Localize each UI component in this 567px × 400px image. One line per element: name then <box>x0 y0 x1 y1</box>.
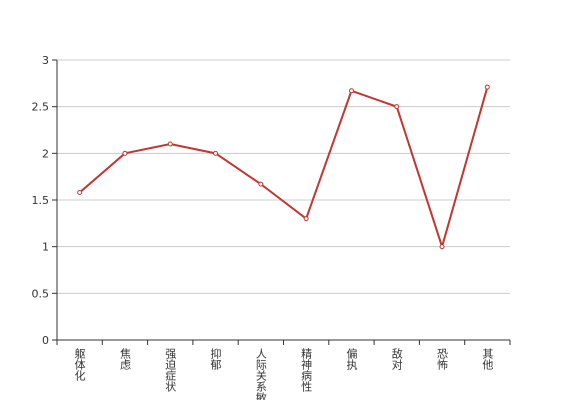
x-tick-label: 躯体化 <box>73 348 86 382</box>
x-tick-label: 恐怖 <box>436 348 449 370</box>
x-tick-label: 焦虑 <box>118 348 131 370</box>
x-tick-label: 人际关系敏感 <box>254 348 267 400</box>
x-tick-label: 其他 <box>481 348 494 370</box>
point <box>213 150 219 156</box>
x-tick-label: 抑郁 <box>209 347 222 370</box>
y-tick-label: 3 <box>42 54 49 67</box>
point <box>77 190 83 196</box>
point <box>303 216 309 222</box>
y-tick-label: 0 <box>42 334 49 347</box>
y-tick-label: 1 <box>42 241 49 254</box>
point <box>439 244 445 250</box>
point <box>258 181 264 187</box>
point <box>167 141 173 147</box>
x-tick-label: 精神病性 <box>300 348 313 393</box>
y-tick-label: 2 <box>42 147 49 160</box>
x-tick-label: 敌对 <box>390 347 403 370</box>
x-tick-label: 强迫症状 <box>164 348 177 392</box>
y-tick-label: 1.5 <box>32 194 50 207</box>
point <box>484 84 490 90</box>
y-tick-label: 2.5 <box>32 101 50 114</box>
line <box>78 86 489 251</box>
point <box>348 88 354 94</box>
point <box>394 104 400 110</box>
point <box>122 150 128 156</box>
y-tick-label: 0.5 <box>32 287 50 300</box>
x-tick-label: 偏执 <box>345 347 358 371</box>
